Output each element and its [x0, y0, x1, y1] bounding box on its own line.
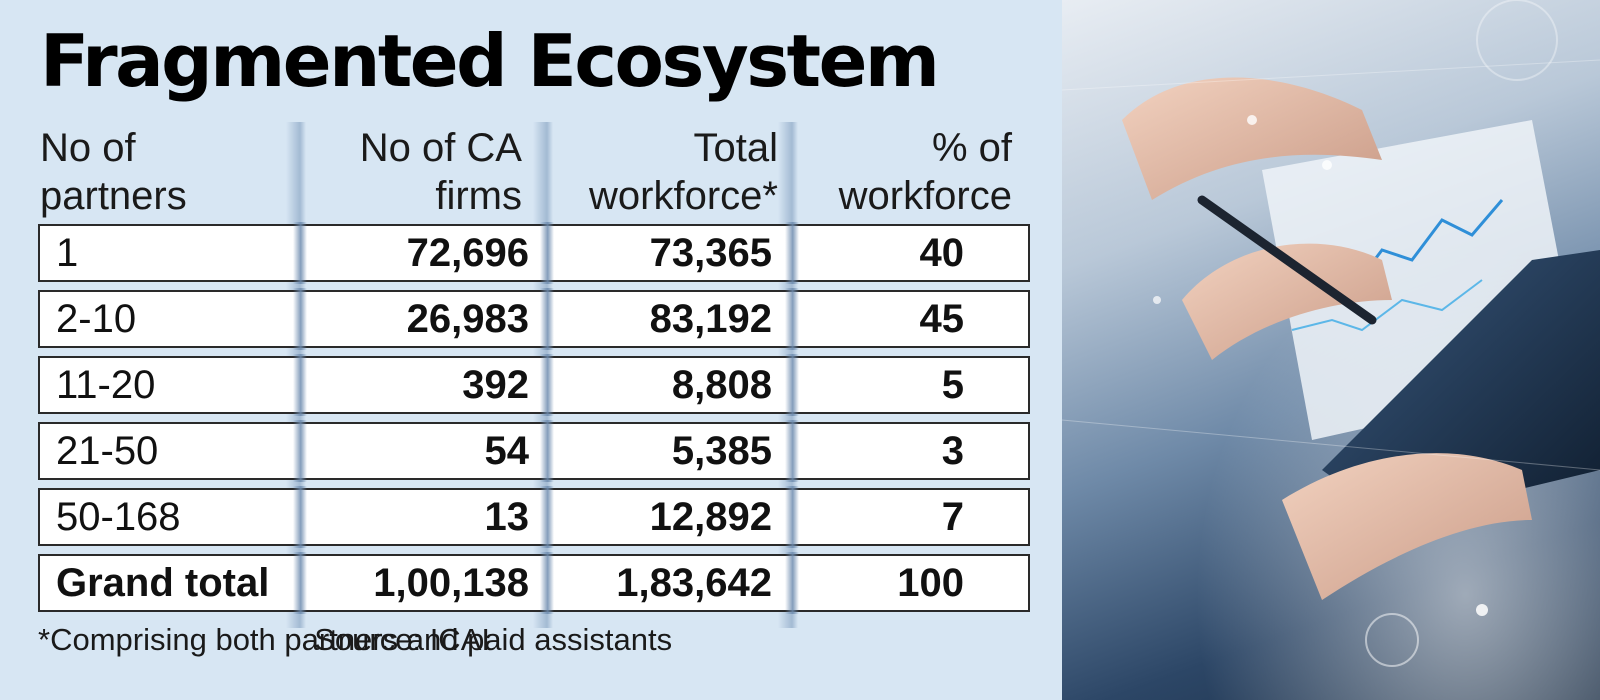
- column-separator: [540, 486, 554, 548]
- total-workforce-cell: 83,192: [649, 296, 772, 341]
- partners-cell: 11-20: [56, 362, 156, 407]
- infographic-panel: Fragmented Ecosystem No of partners No o…: [0, 0, 1062, 700]
- total-workforce-cell: 8,808: [671, 362, 772, 407]
- pct-workforce-cell: 7: [941, 494, 964, 539]
- header-line: Total: [693, 126, 779, 170]
- pct-workforce-cell: 5: [941, 362, 964, 407]
- photo-illustration: [1062, 0, 1600, 700]
- table-row: 11-20 392 8,808 5: [38, 354, 1030, 416]
- total-workforce-cell: 5,385: [671, 428, 772, 473]
- header-line: firms: [435, 174, 522, 218]
- column-separator: [785, 222, 799, 284]
- total-workforce-cell: 12,892: [649, 494, 772, 539]
- partners-cell: Grand total: [56, 560, 270, 605]
- header-line: partners: [40, 174, 187, 218]
- ca-firms-cell: 1,00,138: [373, 560, 529, 605]
- column-separator: [785, 288, 799, 350]
- column-separator: [293, 552, 307, 614]
- table-row: 50-168 13 12,892 7: [38, 486, 1030, 548]
- header-line: % of: [931, 126, 1012, 170]
- column-separator: [540, 288, 554, 350]
- chart-title: Fragmented Ecosystem: [40, 19, 940, 103]
- header-line: No of: [40, 126, 136, 170]
- column-separator: [540, 222, 554, 284]
- table-body: 1 72,696 73,365 40 2-10 26,983 83,192 45 11-20 39…: [38, 222, 1030, 620]
- ca-firms-cell: 54: [484, 428, 530, 473]
- column-separator: [540, 354, 554, 416]
- partners-cell: 1: [56, 230, 79, 275]
- column-separator: [540, 552, 554, 614]
- header-line: workforce: [838, 174, 1012, 218]
- ca-firms-cell: 72,696: [406, 230, 529, 275]
- table-row: 21-50 54 5,385 3: [38, 420, 1030, 482]
- pct-workforce-cell: 100: [897, 560, 964, 605]
- pct-workforce-cell: 45: [919, 296, 965, 341]
- ca-firms-cell: 392: [462, 362, 529, 407]
- column-separator: [785, 552, 799, 614]
- pct-workforce-cell: 3: [941, 428, 964, 473]
- table-row: 2-10 26,983 83,192 45: [38, 288, 1030, 350]
- pct-workforce-cell: 40: [919, 230, 965, 275]
- header-pct-of-workforce: % of workforce: [800, 124, 1012, 220]
- business-tablet-photo: [1062, 0, 1600, 700]
- table-row: 1 72,696 73,365 40: [38, 222, 1030, 284]
- header-line: No of CA: [359, 126, 522, 170]
- total-workforce-cell: 1,83,642: [616, 560, 772, 605]
- total-workforce-cell: 73,365: [649, 230, 772, 275]
- partners-cell: 2-10: [56, 296, 137, 341]
- column-separator: [785, 354, 799, 416]
- column-separator: [293, 420, 307, 482]
- header-line: workforce*: [589, 174, 778, 218]
- column-separator: [293, 222, 307, 284]
- column-separator: [293, 288, 307, 350]
- footnote: *Comprising both partners and paid assis…: [38, 622, 673, 657]
- ca-firms-cell: 26,983: [406, 296, 529, 341]
- partners-cell: 21-50: [56, 428, 159, 473]
- header-no-of-partners: No of partners: [40, 124, 270, 220]
- column-separator: [293, 486, 307, 548]
- column-separator: [540, 420, 554, 482]
- source-credit: Source: ICAI: [314, 622, 490, 657]
- header-no-of-ca-firms: No of CA firms: [300, 124, 522, 220]
- column-separator: [785, 420, 799, 482]
- column-separator: [785, 486, 799, 548]
- partners-cell: 50-168: [56, 494, 181, 539]
- column-separator: [293, 354, 307, 416]
- grand-total-row: Grand total 1,00,138 1,83,642 100: [38, 552, 1030, 614]
- ca-firms-cell: 13: [484, 494, 530, 539]
- header-total-workforce: Total workforce*: [545, 124, 778, 220]
